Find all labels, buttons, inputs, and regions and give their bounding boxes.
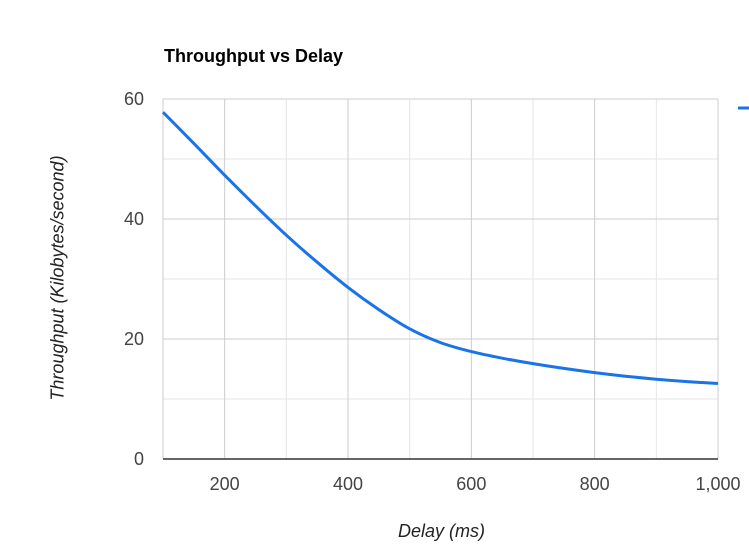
chart-title: Throughput vs Delay [164,46,344,66]
y-axis-label: Throughput (Kilobytes/second) [47,155,68,401]
x-tick-label: 400 [333,474,363,494]
y-tick-label: 60 [124,89,144,109]
x-tick-label: 600 [456,474,486,494]
x-tick-label: 1,000 [695,474,740,494]
x-tick-label: 200 [210,474,240,494]
x-axis-label: Delay (ms) [397,521,485,541]
y-tick-label: 20 [124,329,144,349]
y-tick-label: 40 [124,209,144,229]
x-tick-label: 800 [580,474,610,494]
y-tick-label: 0 [134,449,144,469]
series-line [161,111,719,385]
